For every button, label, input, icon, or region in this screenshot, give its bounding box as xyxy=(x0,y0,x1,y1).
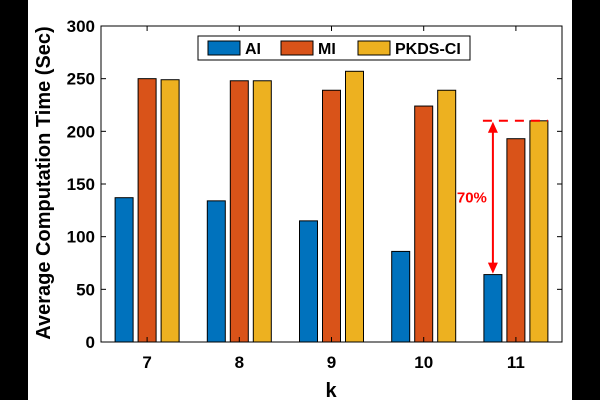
bar-ai-k9 xyxy=(299,220,318,343)
x-tick-label-11: 11 xyxy=(507,353,525,372)
y-axis-ticks: 0 50 100 150 200 250 300 xyxy=(67,17,562,352)
x-tick-label-8: 8 xyxy=(235,353,244,372)
bar-mi-k11 xyxy=(506,138,526,343)
bar-ai-k8 xyxy=(206,200,226,343)
y-tick-label-300: 300 xyxy=(67,17,95,36)
y-tick-label-250: 250 xyxy=(67,70,95,89)
annotation-label: 70% xyxy=(457,190,487,207)
legend-swatch-ai xyxy=(207,40,241,56)
bar-mi-k10 xyxy=(414,105,434,343)
legend: AI MI PKDS-CI xyxy=(197,35,471,61)
bar-ai-k7 xyxy=(114,197,134,343)
bar-pkds-ci-k8 xyxy=(252,80,272,343)
bar-pkds-ci-k7 xyxy=(160,79,180,343)
bar-mi-k7 xyxy=(137,78,157,343)
legend-label-pkds-ci: PKDS-CI xyxy=(395,41,461,58)
y-tick-label-0: 0 xyxy=(86,333,95,352)
bar-pkds-ci-k9 xyxy=(345,70,364,343)
y-tick-label-100: 100 xyxy=(67,228,95,247)
y-axis-label: Average Computation Time (Sec) xyxy=(33,26,55,339)
bar-ai-k11 xyxy=(483,274,503,343)
x-tick-label-7: 7 xyxy=(142,353,151,372)
bar-mi-k9 xyxy=(322,89,341,343)
annotation-arrow-head-down xyxy=(487,262,498,274)
legend-label-ai: AI xyxy=(245,41,261,58)
x-axis-ticks: 7 8 9 10 11 xyxy=(142,26,525,372)
y-tick-label-200: 200 xyxy=(67,122,95,141)
bar-ai-k10 xyxy=(391,250,411,343)
reduction-annotation: 70% xyxy=(457,119,548,274)
x-tick-label-9: 9 xyxy=(327,353,336,372)
bar-pkds-ci-k10 xyxy=(437,89,457,343)
y-tick-label-50: 50 xyxy=(76,280,95,299)
y-tick-label-150: 150 xyxy=(67,175,95,194)
bar-mi-k8 xyxy=(229,80,249,343)
legend-label-mi: MI xyxy=(318,41,336,58)
x-tick-label-10: 10 xyxy=(414,353,433,372)
bar-pkds-ci-k11 xyxy=(529,120,549,343)
x-axis-label: k xyxy=(325,380,337,400)
legend-swatch-pkds-ci xyxy=(357,40,391,56)
annotation-arrow-head-up xyxy=(487,121,498,133)
legend-box xyxy=(197,35,471,61)
legend-swatch-mi xyxy=(280,40,314,56)
